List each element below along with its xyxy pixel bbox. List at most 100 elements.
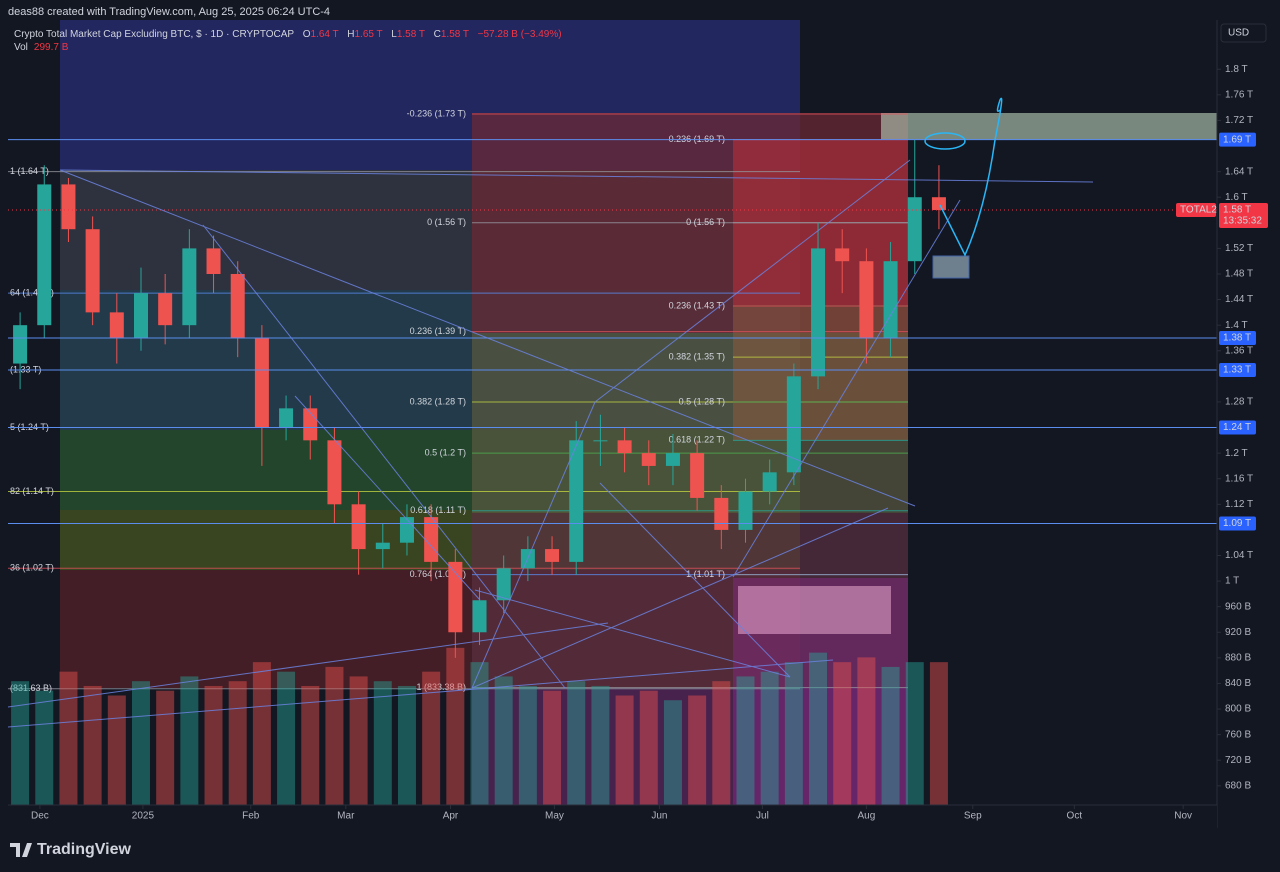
volume-bar: [615, 695, 634, 805]
x-tick-label: Feb: [242, 811, 260, 822]
x-tick-label: Dec: [31, 811, 49, 822]
volume-bar: [663, 700, 682, 805]
volume-bar: [833, 662, 852, 805]
candle-body: [545, 549, 560, 562]
x-tick-label: Apr: [443, 811, 459, 822]
y-tick-label: 1.2 T: [1225, 448, 1248, 459]
level-badge: [1219, 420, 1256, 435]
y-tick-label: 960 B: [1225, 601, 1251, 612]
currency-button[interactable]: [1220, 23, 1267, 43]
volume-bar: [929, 662, 948, 805]
y-tick-label: 680 B: [1225, 780, 1251, 791]
candle-body: [254, 337, 269, 428]
symbol-badge: [1176, 203, 1216, 218]
y-tick-label: 1 T: [1225, 576, 1239, 587]
volume-bar: [35, 690, 54, 805]
x-tick-label: Sep: [964, 811, 982, 822]
volume-bar: [301, 685, 320, 805]
candle-body: [593, 440, 608, 442]
y-tick-label: 1.72 T: [1225, 115, 1253, 126]
volume-bar: [518, 685, 537, 805]
volume-bar: [470, 662, 489, 805]
y-tick-label: 880 B: [1225, 652, 1251, 663]
volume-bar: [736, 676, 755, 805]
y-tick-label: 840 B: [1225, 678, 1251, 689]
zone: [472, 688, 908, 805]
fib-label: 36 (1.02 T): [10, 563, 54, 573]
level-label: 1.38 T: [1223, 333, 1251, 344]
fib-label: 0.5 (1.28 T): [679, 396, 725, 406]
fib-label: 1 (833.38 B): [416, 682, 466, 692]
fib-label: 0.236 (1.43 T): [669, 300, 725, 310]
credit: deas88 created with TradingView.com, Aug…: [8, 6, 330, 18]
footer: [0, 828, 1280, 872]
y-tick-label: 920 B: [1225, 627, 1251, 638]
level-label: 1.09 T: [1223, 518, 1251, 529]
candle-body: [327, 440, 342, 505]
x-tick-label: May: [545, 811, 564, 822]
fib-label: 0.382 (1.35 T): [669, 352, 725, 362]
volume-bar: [857, 657, 876, 805]
demand-box: [932, 255, 970, 279]
level-label: 1.33 T: [1223, 365, 1251, 376]
candle-body: [690, 453, 705, 498]
candle-body: [13, 325, 28, 364]
candle-body: [61, 184, 76, 230]
candle-body: [279, 408, 294, 428]
logo: TradingView: [37, 841, 132, 858]
countdown: 13:35:32: [1223, 216, 1262, 227]
fib-label: (831.63 B): [10, 683, 52, 693]
symbol-label: TOTAL2: [1180, 205, 1217, 216]
volume-bar: [760, 671, 779, 805]
candle-body: [133, 293, 148, 338]
x-tick-label: Nov: [1174, 811, 1192, 822]
fib-label: 64 (1.45 T): [10, 288, 54, 298]
candle-body: [811, 248, 826, 377]
legend: Crypto Total Market Cap Excluding BTC, $…: [14, 29, 562, 40]
fib-label: 0 (1.56 T): [427, 217, 466, 227]
volume-bar: [422, 671, 441, 805]
volume-bar: [567, 681, 586, 805]
level-label: 1.24 T: [1223, 422, 1251, 433]
candle-body: [907, 197, 922, 262]
y-tick-label: 800 B: [1225, 704, 1251, 715]
y-tick-label: 1.44 T: [1225, 294, 1253, 305]
level-badge: [1219, 516, 1256, 531]
level-badge: [1219, 330, 1256, 345]
y-tick-label: 720 B: [1225, 755, 1251, 766]
volume-bar: [349, 676, 368, 805]
y-tick-label: 1.52 T: [1225, 243, 1253, 254]
candle-body: [835, 248, 850, 262]
volume-bar: [688, 695, 707, 805]
candle-body: [859, 261, 874, 338]
y-tick-label: 1.36 T: [1225, 345, 1253, 356]
volume-bar: [228, 681, 247, 805]
y-tick-label: 1.16 T: [1225, 473, 1253, 484]
candle-body: [738, 491, 753, 530]
volume-bar: [107, 695, 126, 805]
candle-body: [109, 312, 124, 338]
candle-body: [665, 453, 680, 466]
volume-bar: [180, 676, 199, 805]
candle-body: [448, 561, 463, 633]
fib-label: 0.236 (1.69 T): [669, 134, 725, 144]
fib-label: -0.236 (1.73 T): [407, 108, 466, 118]
candle-body: [85, 229, 100, 313]
candle-body: [714, 497, 729, 530]
volume-bar: [11, 681, 30, 805]
volume-bar: [543, 690, 562, 805]
fib-label: 1 (1.64 T): [10, 166, 49, 176]
level-label: 1.69 T: [1223, 134, 1251, 145]
box: [738, 586, 891, 634]
x-tick-label: Mar: [337, 811, 355, 822]
fib-label: 5 (1.24 T): [10, 422, 49, 432]
candle-body: [496, 568, 511, 601]
candle-body: [399, 517, 414, 543]
fib-label: 82 (1.14 T): [10, 486, 54, 496]
volume-bar: [446, 647, 465, 805]
volume-bar: [881, 666, 900, 805]
candle-body: [158, 293, 173, 326]
trendlines: [7, 159, 1094, 728]
volume-bar: [59, 671, 78, 805]
currency[interactable]: USD: [1228, 28, 1249, 39]
